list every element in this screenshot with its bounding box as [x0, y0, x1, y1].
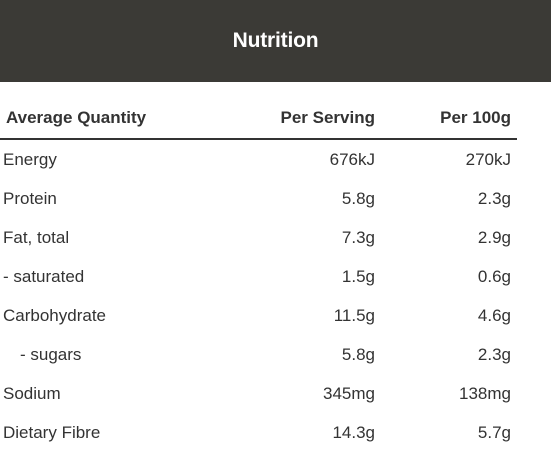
table-row: - saturated 1.5g 0.6g	[0, 257, 517, 296]
page-title: Nutrition	[232, 29, 319, 52]
per-serving-value: 1.5g	[341, 266, 375, 286]
table-row: Energy 676kJ 270kJ	[0, 139, 517, 179]
per-100g-value: 138mg	[459, 383, 511, 403]
per-serving-value: 5.8g	[341, 344, 375, 364]
nutrient-label: Protein	[3, 188, 57, 208]
nutrient-label: Dietary Fibre	[3, 422, 101, 442]
per-serving-value: 5.8g	[341, 188, 375, 208]
per-100g-value: 4.6g	[477, 305, 511, 325]
table-row: Fat, total 7.3g 2.9g	[0, 218, 517, 257]
nutrient-label: Energy	[3, 149, 57, 169]
per-100g-value: 5.7g	[477, 422, 511, 442]
column-header-per-100g: Per 100g	[381, 97, 517, 140]
per-serving-value: 7.3g	[341, 227, 375, 247]
nutrition-table: Average Quantity Per Serving Per 100g En…	[0, 97, 517, 452]
table-header-row: Average Quantity Per Serving Per 100g	[0, 97, 517, 140]
table-row: Sodium 345mg 138mg	[0, 374, 517, 413]
column-header-per-serving: Per Serving	[245, 97, 381, 140]
per-100g-value: 270kJ	[465, 149, 511, 169]
per-serving-value: 14.3g	[332, 422, 375, 442]
nutrition-header: Nutrition	[0, 0, 551, 82]
nutrient-label: Sodium	[3, 383, 61, 403]
nutrient-label: Fat, total	[3, 227, 70, 247]
table-row: - sugars 5.8g 2.3g	[0, 335, 517, 374]
per-100g-value: 0.6g	[477, 266, 511, 286]
per-100g-value: 2.3g	[477, 344, 511, 364]
per-serving-value: 345mg	[323, 383, 375, 403]
nutrient-label: - sugars	[20, 344, 82, 364]
column-header-average-quantity: Average Quantity	[0, 97, 245, 140]
table-row: Protein 5.8g 2.3g	[0, 179, 517, 218]
per-100g-value: 2.3g	[477, 188, 511, 208]
per-serving-value: 676kJ	[329, 149, 375, 169]
nutrient-label: - saturated	[3, 266, 85, 286]
per-serving-value: 11.5g	[333, 305, 375, 325]
table-row: Carbohydrate 11.5g 4.6g	[0, 296, 517, 335]
per-100g-value: 2.9g	[477, 227, 511, 247]
nutrient-label: Carbohydrate	[3, 305, 107, 325]
table-row: Dietary Fibre 14.3g 5.7g	[0, 413, 517, 452]
